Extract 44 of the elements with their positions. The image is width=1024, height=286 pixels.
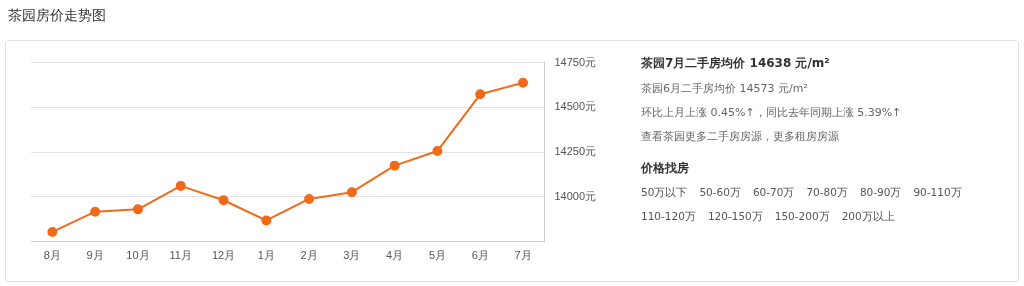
point [389, 160, 400, 171]
chart-title: 茶园房价走势图 [8, 7, 106, 25]
x-tick-label: 3月 [343, 249, 361, 262]
text: 110-120万 [641, 210, 696, 224]
point [47, 226, 58, 237]
text: 90-110万 [913, 186, 962, 200]
x-tick-label: 7月 [514, 249, 532, 262]
text: 茶园6月二手房均价 14573 元/m² [641, 81, 809, 96]
y-tick-label: 14750元 [554, 55, 597, 68]
point [346, 187, 357, 198]
x-tick-label: 8月 [43, 249, 61, 262]
x-tick-label: 12月 [211, 249, 236, 262]
text: 70-80万 [806, 186, 848, 200]
point [132, 204, 143, 215]
point [261, 215, 272, 226]
x-tick-label: 4月 [386, 249, 404, 262]
x-tick-label: 10月 [126, 249, 150, 262]
x-tick-label: 11月 [169, 249, 192, 262]
text: 茶园7月二手房均价 14638 元/m² [641, 55, 831, 72]
y-tick-label: 14250元 [554, 145, 597, 158]
text: 120-150万 [707, 210, 763, 224]
text: 200万以上 [841, 210, 895, 224]
text: 50万以下 [641, 186, 688, 200]
text: 80-90万 [859, 186, 902, 200]
y-tick-label: 14000元 [554, 190, 597, 203]
x-tick-label: 5月 [428, 249, 447, 262]
x-tick-label: 1月 [257, 249, 275, 262]
point [218, 195, 229, 206]
point [518, 77, 529, 88]
point [432, 145, 443, 156]
point [304, 193, 315, 204]
text: 价格找房 [641, 160, 690, 177]
text: 环比上月上涨 0.45%↑，同比去年同期上涨 5.39%↑ [641, 105, 903, 120]
text: 150-200万 [774, 210, 830, 224]
point [175, 180, 186, 191]
text: 60-70万 [752, 186, 795, 200]
y-tick-label: 14500元 [554, 100, 597, 113]
text: 50-60万 [699, 186, 741, 200]
point [90, 206, 101, 217]
x-tick-label: 2月 [300, 249, 318, 262]
x-tick-label: 9月 [86, 249, 104, 262]
text: 查看茶园更多二手房房源，更多租房房源 [641, 129, 840, 144]
point [475, 89, 486, 100]
x-tick-label: 6月 [471, 249, 489, 262]
